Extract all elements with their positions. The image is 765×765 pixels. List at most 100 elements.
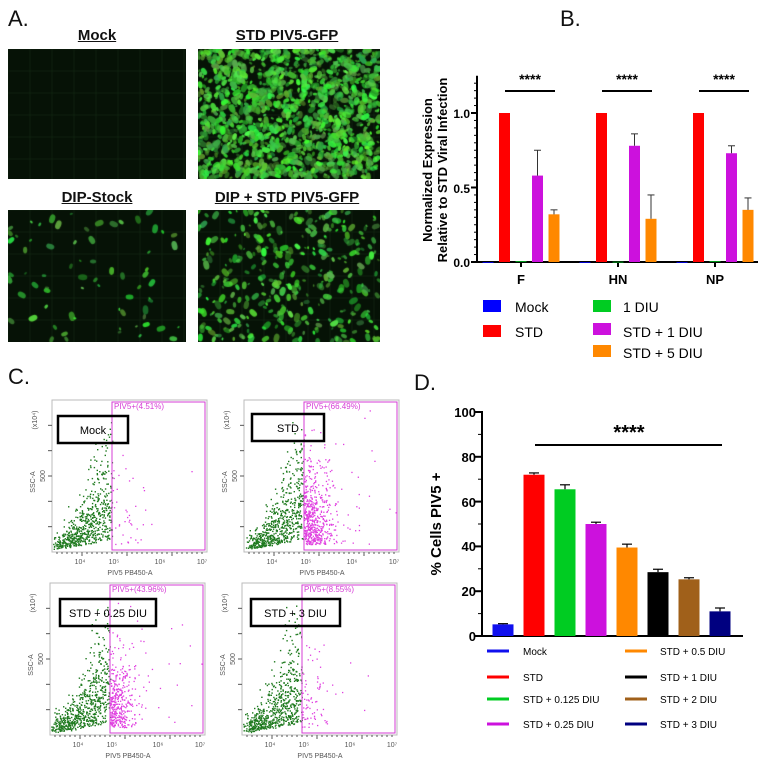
event-dot (69, 709, 72, 711)
event-dot (318, 484, 320, 486)
event-dot (313, 532, 315, 534)
event-dot (294, 698, 296, 700)
event-dot (312, 513, 314, 515)
event-dot (308, 470, 310, 472)
event-dot (272, 524, 275, 526)
event-dot (277, 526, 280, 528)
event-dot (59, 727, 62, 729)
event-dot (324, 541, 326, 544)
event-dot (75, 543, 77, 545)
event-dot (295, 712, 297, 714)
event-dot (102, 516, 104, 519)
micrograph-dip-stock (8, 210, 186, 342)
event-dot (120, 688, 122, 690)
event-dot (111, 477, 114, 479)
event-dot (54, 537, 57, 539)
event-dot (316, 472, 318, 474)
event-dot (69, 534, 71, 536)
event-dot (94, 699, 96, 701)
event-dot (275, 511, 278, 513)
event-dot (289, 692, 291, 695)
event-dot (120, 543, 123, 545)
event-dot (100, 464, 102, 466)
event-dot (280, 690, 282, 693)
event-dot (74, 725, 76, 727)
event-dot (76, 532, 78, 535)
event-dot (109, 516, 111, 518)
event-dot (324, 444, 326, 446)
event-dot (113, 470, 115, 472)
event-dot (271, 669, 273, 671)
event-dot (290, 539, 292, 541)
event-dot (273, 712, 275, 715)
sample-label: STD + 0.25 DIU (69, 608, 147, 620)
event-dot (124, 726, 126, 728)
event-dot (90, 508, 93, 511)
event-dot (254, 530, 257, 532)
event-dot (281, 526, 283, 528)
event-dot (314, 490, 316, 492)
event-dot (63, 726, 66, 729)
event-dot (286, 540, 288, 542)
event-dot (260, 545, 263, 547)
event-dot (271, 684, 274, 686)
event-dot (280, 676, 282, 678)
event-dot (112, 692, 114, 694)
event-dot (105, 528, 107, 530)
event-dot (305, 535, 308, 538)
event-dot (55, 718, 58, 720)
event-dot (290, 652, 293, 655)
event-dot (281, 704, 283, 706)
event-dot (291, 722, 294, 725)
event-dot (288, 715, 290, 718)
event-dot (110, 529, 112, 531)
event-dot (126, 716, 128, 719)
event-dot (297, 663, 299, 665)
event-dot (299, 720, 302, 722)
event-dot (100, 539, 102, 542)
event-dot (87, 720, 89, 722)
event-dot (268, 711, 271, 713)
event-dot (249, 723, 251, 726)
event-dot (294, 483, 296, 485)
event-dot (292, 714, 294, 717)
event-dot (298, 502, 300, 505)
event-dot (122, 705, 125, 707)
event-dot (280, 527, 283, 529)
event-dot (316, 501, 318, 503)
event-dot (108, 649, 110, 651)
event-dot (312, 509, 314, 511)
event-dot (290, 498, 293, 500)
event-dot (305, 534, 308, 536)
event-dot (289, 680, 292, 683)
event-dot (266, 527, 268, 530)
event-dot (350, 662, 352, 664)
event-dot (299, 700, 302, 703)
event-dot (297, 534, 299, 536)
event-dot (306, 645, 308, 647)
event-dot (104, 531, 107, 533)
event-dot (289, 541, 291, 543)
event-dot (282, 705, 285, 707)
event-dot (265, 504, 267, 506)
event-dot (263, 537, 266, 539)
event-dot (131, 688, 134, 690)
event-dot (85, 658, 87, 660)
event-dot (335, 540, 338, 542)
event-dot (283, 503, 285, 505)
event-dot (316, 527, 319, 529)
event-dot (102, 721, 105, 724)
event-dot (304, 726, 306, 728)
event-dot (64, 728, 66, 730)
event-dot (88, 670, 91, 672)
event-dot (278, 719, 280, 721)
event-dot (115, 527, 117, 529)
event-dot (284, 512, 286, 514)
event-dot (304, 513, 306, 515)
event-dot (117, 719, 119, 721)
event-dot (72, 707, 74, 710)
event-dot (256, 527, 258, 529)
event-dot (72, 523, 75, 525)
event-dot (105, 445, 107, 447)
event-dot (65, 542, 67, 545)
